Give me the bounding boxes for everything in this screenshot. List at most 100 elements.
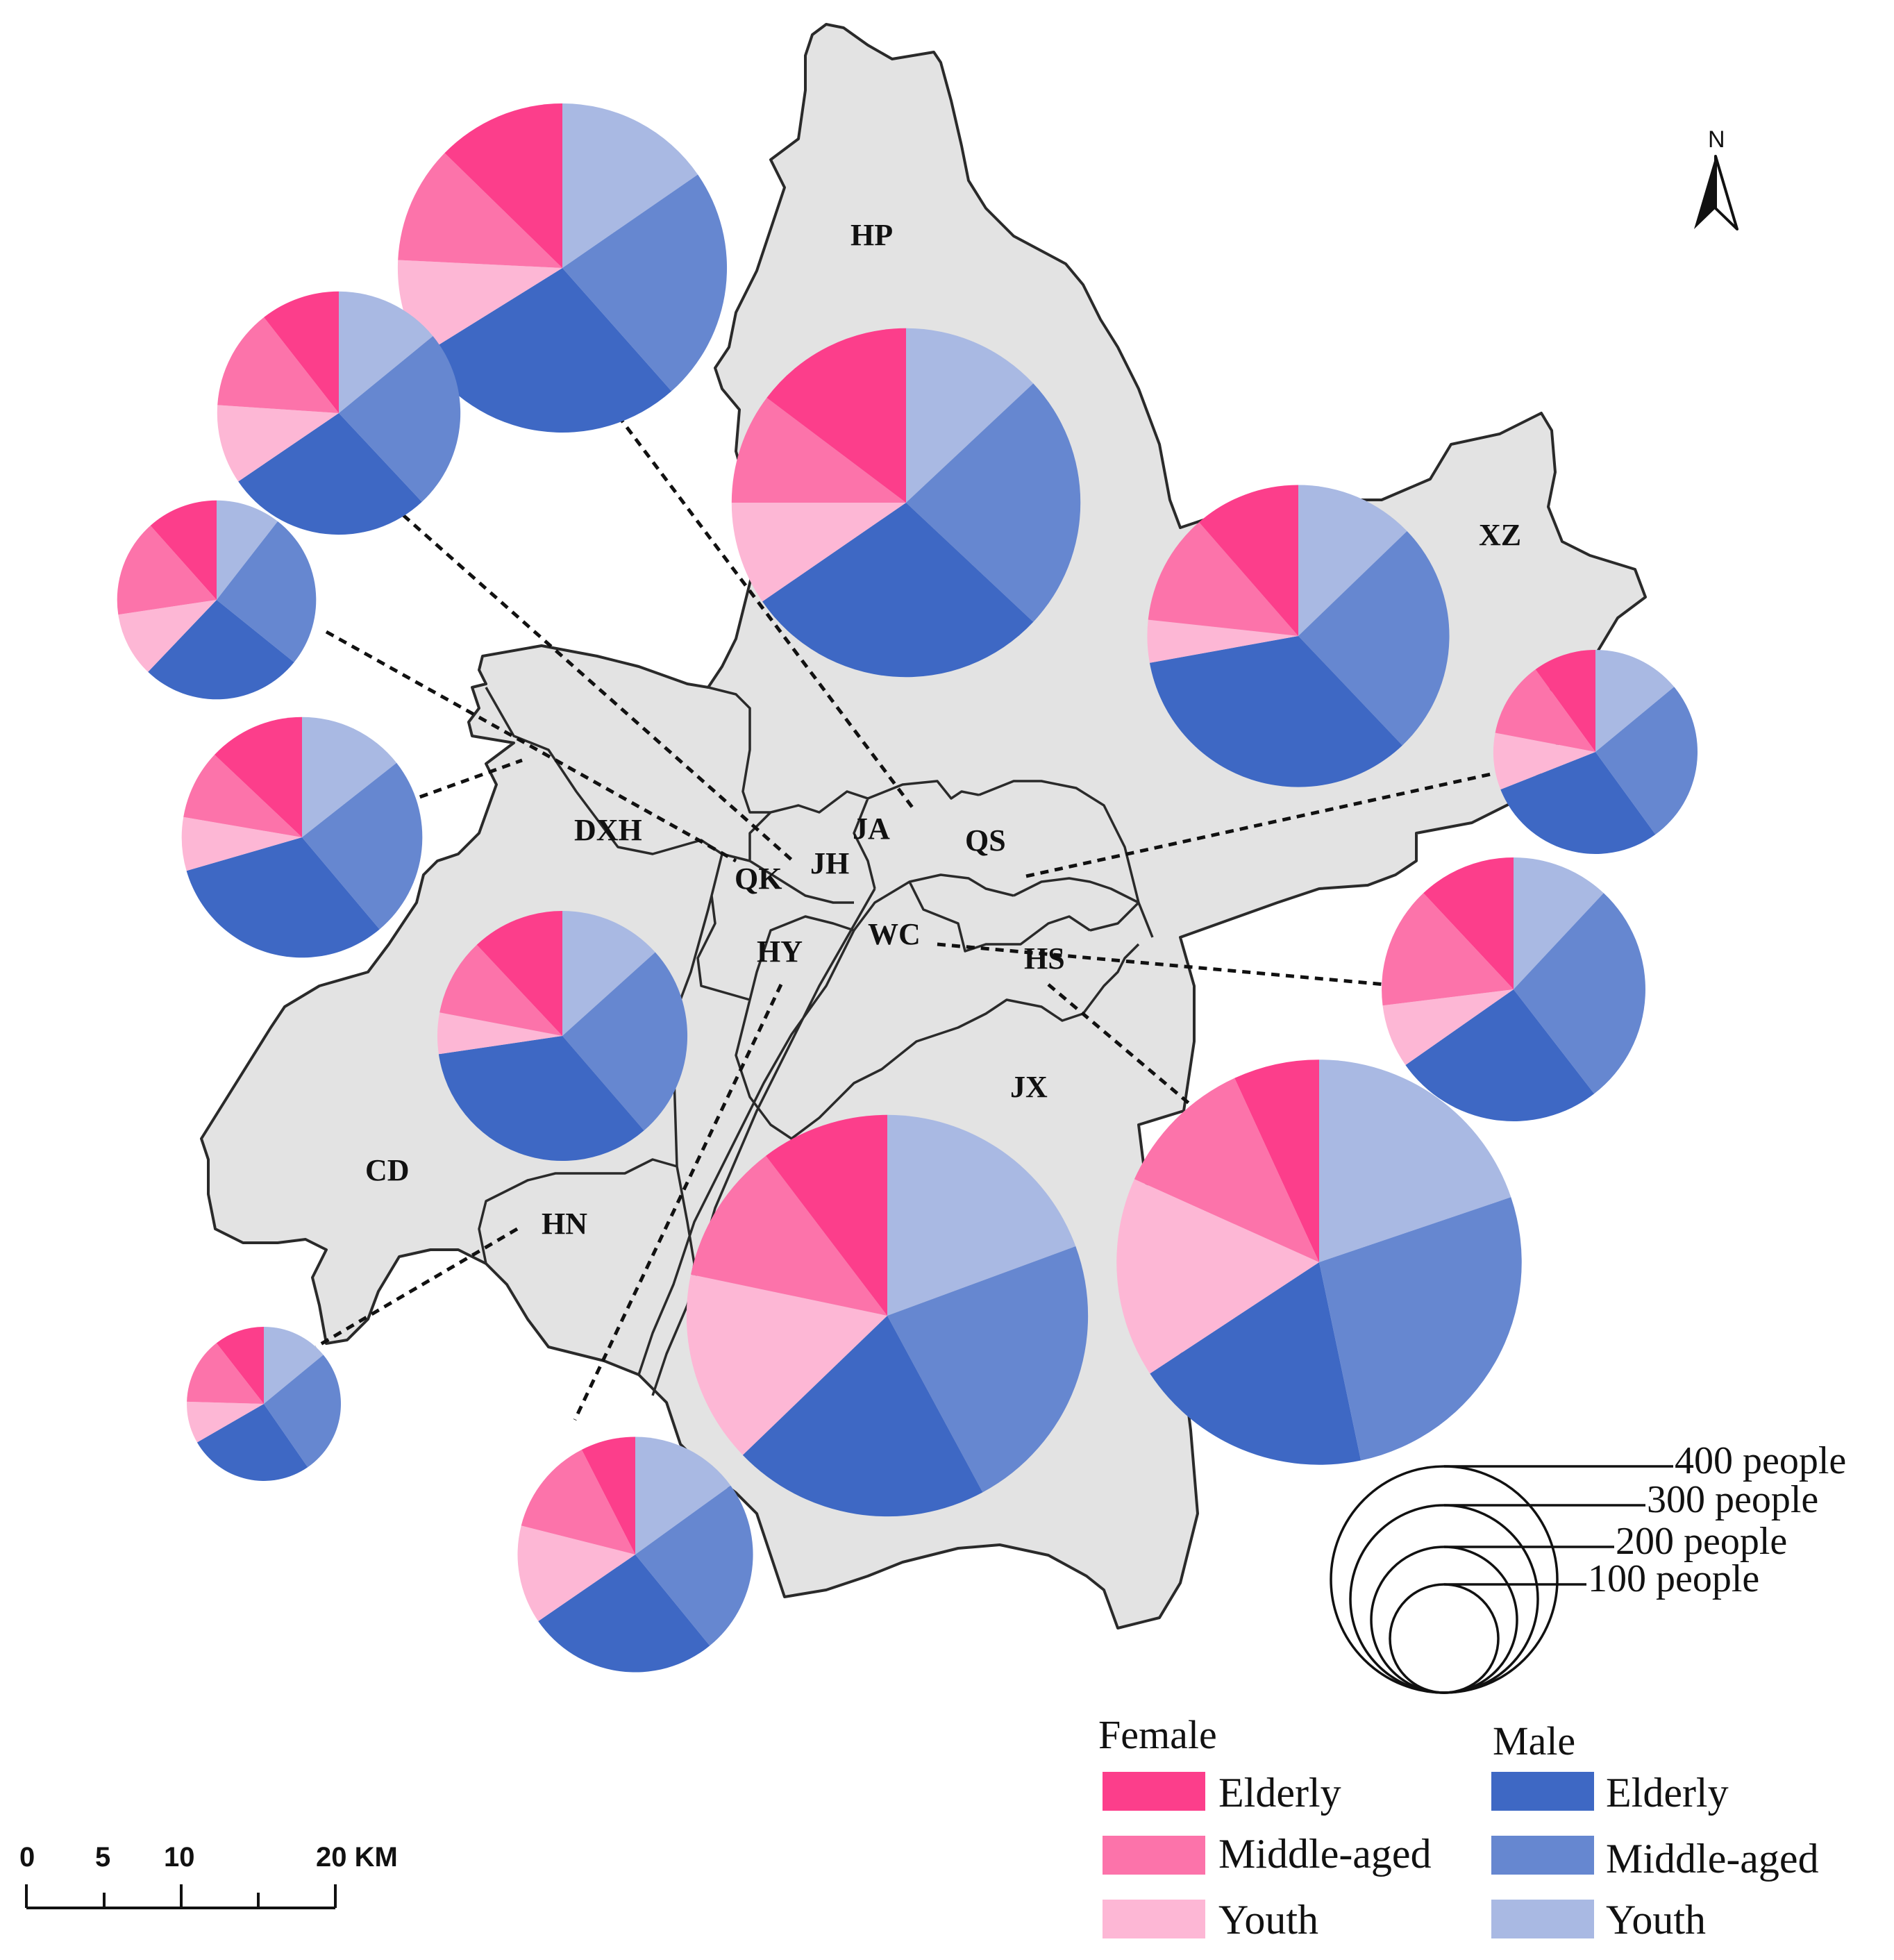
pie-slice-hp-male-middle-aged [906, 383, 1081, 622]
pie-slice-dxh-female-elderly [215, 717, 302, 837]
size-legend-circles [1330, 1465, 1673, 1694]
legend-swatch-female-elderly [1103, 1772, 1205, 1811]
pie-slice-wc-female-middle-aged [398, 153, 562, 268]
pie-slice-cd-male-middle-aged [264, 1355, 342, 1468]
pie-hy [437, 910, 688, 1162]
district-label-hp: HP [850, 218, 893, 252]
pie-slice-hp-female-youth [731, 503, 906, 602]
pie-slice-xz-female-youth [1147, 619, 1298, 663]
pie-slice-cd-female-elderly [216, 1327, 264, 1404]
pie-slice-dxh-male-elderly [186, 837, 380, 958]
north-arrow: N [1694, 126, 1738, 231]
size-legend-label-400: 400 people [1675, 1439, 1846, 1482]
pie-slice-wc-male-elderly [422, 268, 672, 433]
pie-slice-qs-male-youth [1595, 650, 1675, 752]
leader-line-hn [573, 983, 783, 1421]
color-legend: Female Male Elderly Middle-aged Youth El… [1098, 1712, 1819, 1943]
pie-jx [686, 1114, 1089, 1517]
legend-label-female-youth: Youth [1218, 1897, 1318, 1943]
scale-bar-line [25, 1884, 337, 1909]
legend-label-male-elderly: Elderly [1606, 1770, 1729, 1816]
pie-slice-jx-female-youth [686, 1274, 887, 1455]
pie-jh [117, 500, 317, 700]
scale-tick-5: 5 [95, 1842, 110, 1873]
leader-line-jh [325, 630, 737, 863]
pie-slice-qk-female-middle-aged [217, 317, 339, 413]
district-label-hn: HN [542, 1207, 587, 1241]
pie-slice-cd-male-youth [264, 1327, 324, 1404]
pie-slice-hy-female-elderly [476, 911, 562, 1036]
pie-slice-hs-male-elderly [1150, 1262, 1361, 1465]
pie-slice-xz-male-youth [1298, 485, 1407, 636]
scale-tick-20km: 20 KM [316, 1842, 398, 1873]
pie-slice-hs-female-middle-aged [1134, 1078, 1319, 1262]
pie-slice-hn-female-youth [517, 1525, 635, 1621]
pie-qk [217, 291, 461, 535]
pie-slice-wc-female-youth [397, 260, 562, 355]
pie-slice-hs-female-youth [1116, 1179, 1319, 1374]
district-label-cd: CD [365, 1153, 410, 1187]
pie-slice-xz-male-elderly [1149, 636, 1402, 787]
district-label-hs: HS [1024, 941, 1065, 975]
leader-lines [315, 391, 1507, 1421]
pie-slice-ja-female-youth [1382, 989, 1514, 1065]
pie-slice-cd-female-middle-aged [187, 1343, 264, 1404]
legend-swatch-male-elderly [1491, 1772, 1594, 1811]
pie-slice-xz-female-elderly [1199, 485, 1298, 636]
pie-slice-dxh-female-middle-aged [183, 755, 302, 837]
leader-line-cd [315, 1227, 519, 1349]
pie-slice-hy-female-middle-aged [439, 944, 562, 1036]
district-label-dxh: DXH [574, 813, 642, 847]
pie-slice-jx-male-elderly [742, 1316, 983, 1517]
pie-slice-ja-male-elderly [1405, 989, 1595, 1121]
district-label-jh: JH [810, 846, 849, 880]
leader-line-hs [937, 942, 1386, 987]
pie-slice-dxh-female-youth [181, 816, 302, 871]
pie-slice-jh-male-youth [217, 500, 278, 600]
pie-slice-qs-male-middle-aged [1595, 687, 1698, 835]
legend-heading-female: Female [1098, 1712, 1217, 1757]
north-label: N [1708, 126, 1725, 153]
pie-slice-qk-female-elderly [264, 291, 339, 413]
pie-slice-qk-male-middle-aged [339, 336, 461, 502]
legend-swatch-female-middle-aged [1103, 1836, 1205, 1875]
pie-charts [117, 103, 1698, 1673]
district-label-hy: HY [757, 935, 803, 969]
pie-slice-jh-male-elderly [148, 600, 294, 700]
pie-slice-qs-female-youth [1493, 732, 1595, 790]
district-label-jx: JX [1010, 1070, 1048, 1104]
legend-label-male-middle-aged: Middle-aged [1606, 1836, 1819, 1882]
pie-slice-hp-female-elderly [766, 328, 906, 503]
pie-slice-qk-male-youth [339, 291, 433, 413]
pie-slice-hy-male-middle-aged [562, 952, 688, 1131]
district-labels: HP XZ DXH JA QS QK JH WC HY HS JX CD HN [365, 218, 1521, 1241]
size-legend-label-200: 200 people [1616, 1520, 1787, 1563]
pie-hn [517, 1437, 753, 1673]
pie-slice-hp-male-youth [906, 328, 1034, 503]
pie-xz [1147, 485, 1450, 787]
pie-ja [1382, 857, 1645, 1121]
pie-slice-ja-female-elderly [1423, 857, 1514, 989]
pie-slice-hs-female-elderly [1234, 1059, 1319, 1262]
pie-slice-hn-male-youth [635, 1437, 731, 1555]
pie-qs [1493, 650, 1698, 854]
district-boundaries [478, 686, 1154, 1396]
legend-swatch-female-youth [1103, 1900, 1205, 1938]
size-legend-label-300: 300 people [1647, 1478, 1818, 1521]
pie-slice-wc-female-elderly [444, 103, 562, 268]
pie-slice-hp-female-middle-aged [731, 397, 906, 503]
pie-slice-qs-female-elderly [1535, 650, 1595, 752]
district-label-qk: QK [735, 862, 782, 896]
pie-slice-xz-male-middle-aged [1298, 531, 1450, 746]
pie-slice-jh-female-elderly [150, 500, 217, 600]
pie-slice-hy-male-youth [562, 910, 655, 1036]
pie-slice-jx-male-middle-aged [887, 1246, 1089, 1493]
legend-label-male-youth: Youth [1606, 1897, 1706, 1943]
pie-slice-qk-male-elderly [238, 413, 422, 535]
pie-slice-wc-male-youth [562, 103, 698, 268]
pie-slice-ja-male-youth [1514, 857, 1604, 989]
pie-slice-dxh-male-middle-aged [302, 762, 423, 930]
scale-bar: 0 5 10 20 KM [19, 1842, 398, 1909]
north-arrow-icon [1694, 155, 1738, 231]
